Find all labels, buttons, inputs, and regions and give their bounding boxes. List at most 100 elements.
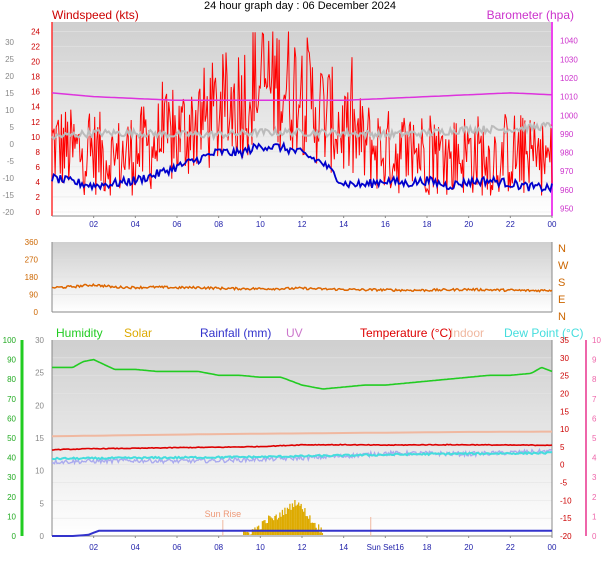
temperature-line: [51, 443, 553, 451]
direction-line: [51, 282, 553, 293]
barometer-tick-label: 980: [560, 149, 574, 158]
temp-panel-bg: [52, 340, 552, 536]
legend-item: Solar: [124, 326, 152, 340]
wind-x-tick-label: 00: [548, 220, 557, 229]
wind-tick-label: 12: [31, 118, 40, 127]
barometer-tick-label: 950: [560, 205, 574, 214]
temp-tick-label: 35: [560, 336, 569, 345]
wind-axes: 302520151050-5-10-15-2024222018161412108…: [2, 22, 578, 229]
direction-tick-label: 270: [25, 256, 39, 265]
temp-legend: Humidity Solar Rainfall (mm) UV Temperature …: [56, 326, 583, 340]
direction-tick-label: 0: [34, 308, 39, 317]
legend-item: Temperature (°C): [360, 326, 452, 340]
avg-wind-line: [51, 140, 553, 194]
legend-item: Dew Point (°C): [504, 326, 583, 340]
temp-x-tick-label: 08: [214, 543, 223, 552]
barometer-tick-label: 960: [560, 186, 574, 195]
wind-outer-tick-label: 20: [5, 72, 14, 81]
wind-x-tick-label: 12: [298, 220, 307, 229]
wind-outer-tick-label: 30: [5, 38, 14, 47]
temp-tick-label: -5: [560, 479, 568, 488]
wind-tick-label: 20: [31, 58, 40, 67]
temp-tick-label: -15: [560, 514, 572, 523]
temp-tick-label: 25: [560, 372, 569, 381]
wind-ylabel: Windspeed (kts): [52, 8, 139, 22]
uv-tick-label: 1: [592, 512, 597, 521]
wind-tick-label: 14: [31, 103, 40, 112]
temp-inner-left-tick-label: 30: [35, 336, 44, 345]
wind-x-tick-label: 20: [464, 220, 473, 229]
wind-x-tick-label: 14: [339, 220, 348, 229]
wind-outer-tick-label: -10: [2, 174, 14, 183]
barometer-tick-label: 1030: [560, 55, 578, 64]
direction-compass-label: N: [558, 311, 566, 323]
barometer-tick-label: 970: [560, 167, 574, 176]
wind-tick-label: 22: [31, 43, 40, 52]
wind-x-tick-label: 22: [506, 220, 515, 229]
rainfall-line: [52, 529, 552, 537]
barometer-line: [51, 92, 553, 102]
wind-x-tick-label: 08: [214, 220, 223, 229]
legend-item: UV: [286, 326, 303, 340]
temp-x-tick-label: 14: [339, 543, 348, 552]
humidity-tick-label: 40: [7, 454, 16, 463]
uv-tick-label: 7: [592, 395, 597, 404]
wind-outer-tick-label: -5: [7, 157, 15, 166]
wind-x-tick-label: 16: [381, 220, 390, 229]
direction-tick-label: 360: [25, 238, 39, 247]
humidity-tick-label: 10: [7, 512, 16, 521]
humidity-tick-label: 30: [7, 473, 16, 482]
wind-tick-label: 8: [36, 148, 41, 157]
humidity-tick-label: 100: [3, 336, 17, 345]
temp-tick-label: 10: [560, 425, 569, 434]
temp-tick-label: 20: [560, 389, 569, 398]
humidity-tick-label: 80: [7, 375, 16, 384]
wind-tick-label: 2: [36, 193, 41, 202]
wind-tick-label: 24: [31, 28, 40, 37]
wind-tick-label: 6: [36, 163, 41, 172]
legend-item: Rainfall (mm): [200, 326, 271, 340]
temp-x-tick-label: Sun Set16: [367, 543, 405, 552]
uv-tick-label: 9: [592, 356, 597, 365]
temp-tick-label: 15: [560, 407, 569, 416]
sunrise-label: Sun Rise: [205, 509, 242, 519]
wind-outer-tick-label: -15: [2, 191, 14, 200]
temp-inner-left-tick-label: 15: [35, 434, 44, 443]
wind-tick-label: 18: [31, 73, 40, 82]
temp-inner-left-tick-label: 0: [40, 532, 45, 541]
temp-tick-label: -10: [560, 496, 572, 505]
uv-tick-label: 8: [592, 375, 597, 384]
wind-tick-label: 4: [36, 178, 41, 187]
wind-outer-tick-label: -20: [2, 208, 14, 217]
temp-tick-label: 30: [560, 354, 569, 363]
barometer-ylabel: Barometer (hpa): [487, 8, 574, 22]
uv-tick-label: 10: [592, 336, 601, 345]
legend-item: Humidity: [56, 326, 103, 340]
humidity-tick-label: 20: [7, 493, 16, 502]
wind-tick-label: 16: [31, 88, 40, 97]
direction-gridlines: [52, 259, 552, 295]
uv-tick-label: 2: [592, 493, 597, 502]
temp-tick-label: 0: [560, 461, 565, 470]
wind-outer-tick-label: 0: [10, 140, 15, 149]
temp-x-tick-label: 18: [423, 543, 432, 552]
temp-x-tick-label: 04: [131, 543, 140, 552]
temp-x-tick-label: 22: [506, 543, 515, 552]
wind-panel-bg: [52, 22, 552, 216]
direction-tick-label: 90: [29, 291, 38, 300]
indoor-line: [51, 430, 552, 438]
temp-inner-left-tick-label: 10: [35, 467, 44, 476]
wind-series: [51, 31, 553, 196]
legend-item: Indoor: [450, 326, 484, 340]
barometer-tick-label: 1020: [560, 74, 578, 83]
barometer-tick-label: 1040: [560, 37, 578, 46]
wind-outer-tick-label: 10: [5, 106, 14, 115]
uv-tick-label: 3: [592, 473, 597, 482]
direction-compass-label: N: [558, 243, 566, 255]
temp-series: [51, 358, 553, 537]
uv-tick-label: 6: [592, 414, 597, 423]
page-title: 24 hour graph day : 06 December 2024: [204, 0, 396, 12]
barometer-tick-label: 1010: [560, 93, 578, 102]
